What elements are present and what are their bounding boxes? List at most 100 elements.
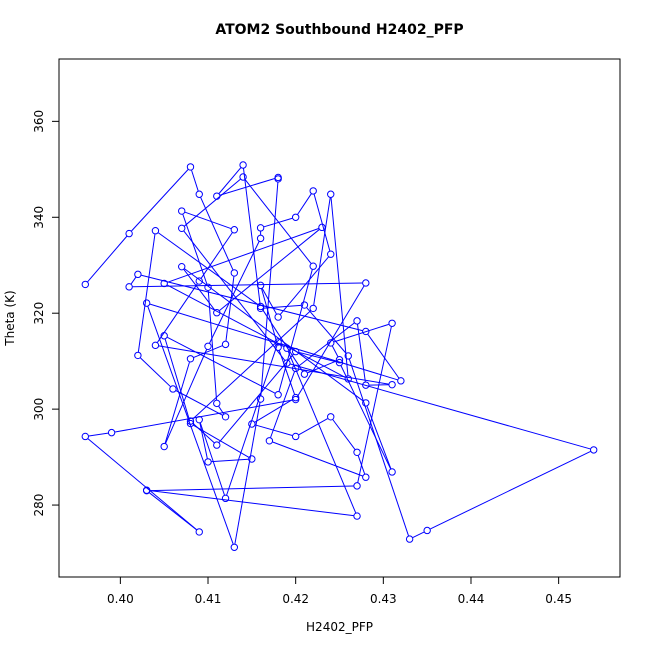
series-line-segment bbox=[260, 182, 279, 396]
series-line-segment bbox=[357, 326, 392, 483]
data-point bbox=[291, 213, 300, 221]
data-point bbox=[195, 528, 203, 536]
x-tick-label: 0.45 bbox=[545, 592, 572, 606]
data-point bbox=[265, 437, 274, 445]
data-point bbox=[309, 262, 317, 270]
data-point bbox=[405, 535, 414, 543]
x-tick-label: 0.42 bbox=[282, 592, 309, 606]
series-line-segment bbox=[254, 398, 293, 423]
data-point bbox=[362, 327, 370, 336]
series-line-segment bbox=[264, 304, 301, 309]
x-axis-label: H2402_PFP bbox=[306, 620, 373, 634]
series-line-segment bbox=[199, 422, 225, 496]
series-line-segment bbox=[207, 290, 218, 400]
series-point-group bbox=[81, 161, 598, 551]
data-point bbox=[134, 270, 142, 279]
data-point bbox=[256, 281, 265, 290]
data-point bbox=[353, 482, 361, 490]
series-line-segment bbox=[209, 241, 260, 344]
series-line-segment bbox=[333, 323, 389, 343]
data-point bbox=[256, 395, 265, 403]
series-line-segment bbox=[167, 284, 285, 348]
y-axis: 280 300 320 340 360 bbox=[32, 110, 60, 517]
data-point bbox=[151, 227, 160, 235]
series-line-segment bbox=[262, 309, 303, 372]
data-point bbox=[274, 343, 282, 351]
series-line-segment bbox=[131, 169, 189, 232]
series-line-group bbox=[87, 167, 591, 545]
series-line-segment bbox=[298, 322, 355, 367]
series-line-segment bbox=[199, 423, 208, 459]
series-line-segment bbox=[330, 197, 349, 376]
series-line-segment bbox=[290, 363, 591, 450]
series-line-segment bbox=[366, 405, 392, 469]
x-tick-label: 0.43 bbox=[370, 592, 397, 606]
data-point bbox=[81, 280, 89, 289]
data-point bbox=[388, 468, 396, 476]
data-point bbox=[291, 364, 300, 373]
series-line-segment bbox=[183, 269, 216, 311]
series-line-segment bbox=[132, 282, 363, 288]
x-tick-label: 0.40 bbox=[107, 592, 134, 606]
data-point bbox=[300, 301, 309, 309]
data-point bbox=[195, 415, 203, 424]
series-line-segment bbox=[150, 490, 354, 517]
series-line-segment bbox=[156, 283, 198, 343]
y-tick-label: 300 bbox=[32, 398, 46, 421]
series-line-segment bbox=[164, 361, 190, 444]
data-point bbox=[283, 359, 291, 367]
data-point bbox=[178, 262, 186, 271]
data-point bbox=[362, 381, 370, 389]
x-axis: 0.40 0.41 0.42 0.43 0.44 0.45 bbox=[107, 576, 572, 606]
data-point bbox=[142, 299, 151, 307]
data-point bbox=[283, 344, 291, 352]
data-point bbox=[213, 309, 221, 317]
data-point bbox=[327, 250, 335, 258]
data-point bbox=[353, 448, 361, 456]
series-line-segment bbox=[140, 357, 171, 387]
series-line-segment bbox=[141, 274, 363, 332]
data-point bbox=[248, 455, 256, 463]
data-point bbox=[178, 224, 186, 233]
data-point bbox=[151, 341, 160, 350]
chart-title: ATOM2 Southbound H2402_PFP bbox=[215, 22, 463, 38]
series-line-segment bbox=[192, 423, 215, 444]
data-point bbox=[274, 391, 282, 399]
data-point bbox=[230, 543, 239, 551]
data-point bbox=[318, 223, 326, 232]
series-line-segment bbox=[219, 229, 320, 311]
y-tick-label: 360 bbox=[32, 110, 46, 133]
data-point bbox=[291, 432, 300, 441]
data-point bbox=[142, 486, 151, 494]
series-line-segment bbox=[167, 228, 319, 283]
series-line-segment bbox=[287, 351, 357, 514]
data-point bbox=[327, 339, 335, 347]
data-point bbox=[256, 224, 265, 232]
series-line-segment bbox=[255, 424, 293, 436]
data-point bbox=[204, 342, 212, 350]
series-line-segment bbox=[182, 214, 208, 285]
data-point bbox=[195, 277, 203, 285]
data-point bbox=[160, 442, 168, 451]
data-point bbox=[327, 413, 335, 421]
series-line-segment bbox=[278, 350, 295, 395]
series-line-segment bbox=[193, 345, 223, 358]
series-line-segment bbox=[192, 310, 311, 420]
data-point bbox=[335, 356, 344, 364]
series-line-segment bbox=[263, 217, 293, 228]
series-line-segment bbox=[226, 345, 278, 496]
series-line-segment bbox=[87, 235, 128, 283]
data-point bbox=[423, 526, 431, 535]
data-point bbox=[388, 380, 396, 389]
series-line-segment bbox=[280, 256, 329, 315]
series-line-segment bbox=[270, 371, 295, 438]
series-line-segment bbox=[297, 193, 312, 215]
series-line-segment bbox=[244, 179, 312, 264]
y-tick-label: 320 bbox=[32, 302, 46, 325]
series-line-segment bbox=[272, 441, 363, 477]
data-point bbox=[186, 163, 195, 171]
series-line-segment bbox=[150, 485, 354, 492]
series-line-segment bbox=[298, 351, 337, 363]
series-line-segment bbox=[184, 211, 232, 230]
